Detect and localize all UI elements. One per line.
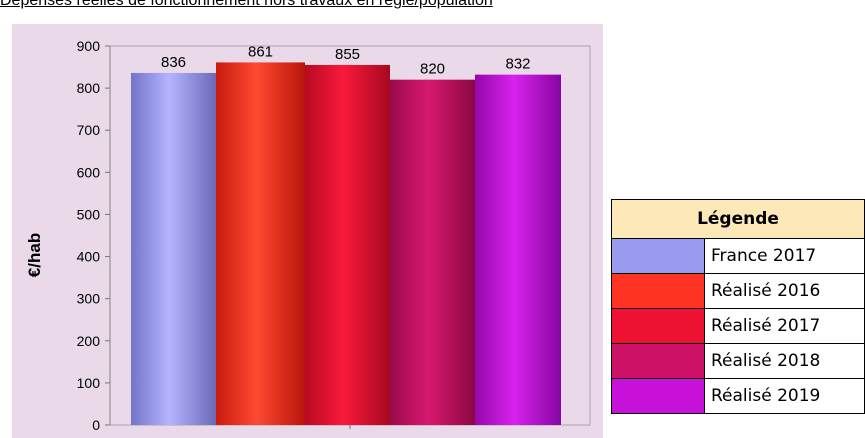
legend-swatch [611, 378, 705, 414]
legend-label: Réalisé 2019 [704, 378, 865, 414]
legend-entry: France 2017 [611, 238, 865, 274]
legend-title: Légende [611, 199, 865, 239]
y-tick-label: 200 [77, 333, 101, 349]
y-tick-label: 800 [77, 80, 101, 96]
bar-r-alis-2018 [390, 79, 475, 425]
bar-value-label: 855 [335, 46, 360, 63]
legend-swatch [611, 308, 705, 344]
legend-swatch [611, 273, 705, 309]
bar-r-alis-2019 [475, 74, 561, 425]
bar-r-alis-2016 [216, 62, 305, 425]
legend-swatch [611, 343, 705, 379]
y-tick-label: 300 [77, 291, 101, 307]
legend-label: Réalisé 2017 [704, 308, 865, 344]
chart-title: Dépenses réelles de fonctionnement hors … [0, 0, 493, 9]
bar-value-label: 861 [248, 43, 273, 60]
y-tick-label: 700 [77, 122, 101, 138]
y-tick-label: 500 [77, 206, 101, 222]
y-tick-label: 100 [77, 375, 101, 391]
legend-swatch [611, 238, 705, 274]
legend-label: Réalisé 2016 [704, 273, 865, 309]
legend-entry: Réalisé 2017 [611, 308, 865, 344]
legend: Légende France 2017 Réalisé 2016 Réalisé 2… [611, 199, 865, 414]
y-tick-label: 0 [92, 417, 100, 433]
bar-value-label: 832 [505, 56, 530, 73]
legend-entry: Réalisé 2016 [611, 273, 865, 309]
bar-value-label: 836 [161, 54, 186, 71]
bar-r-alis-2017 [305, 64, 390, 425]
legend-entry: Réalisé 2019 [611, 378, 865, 414]
y-tick-label: 900 [77, 38, 101, 54]
bar-chart: 0 100 200 300 400 500 600 700 800 900 836 861 855 82… [25, 38, 591, 433]
bar-value-label: 820 [420, 61, 445, 78]
legend-entry: Réalisé 2018 [611, 343, 865, 379]
legend-label: Réalisé 2018 [704, 343, 865, 379]
y-tick-label: 600 [77, 164, 101, 180]
bar-france-2017 [131, 72, 216, 425]
y-tick-label: 400 [77, 249, 101, 265]
y-axis-label: €/hab [25, 233, 44, 277]
legend-label: France 2017 [704, 238, 865, 274]
